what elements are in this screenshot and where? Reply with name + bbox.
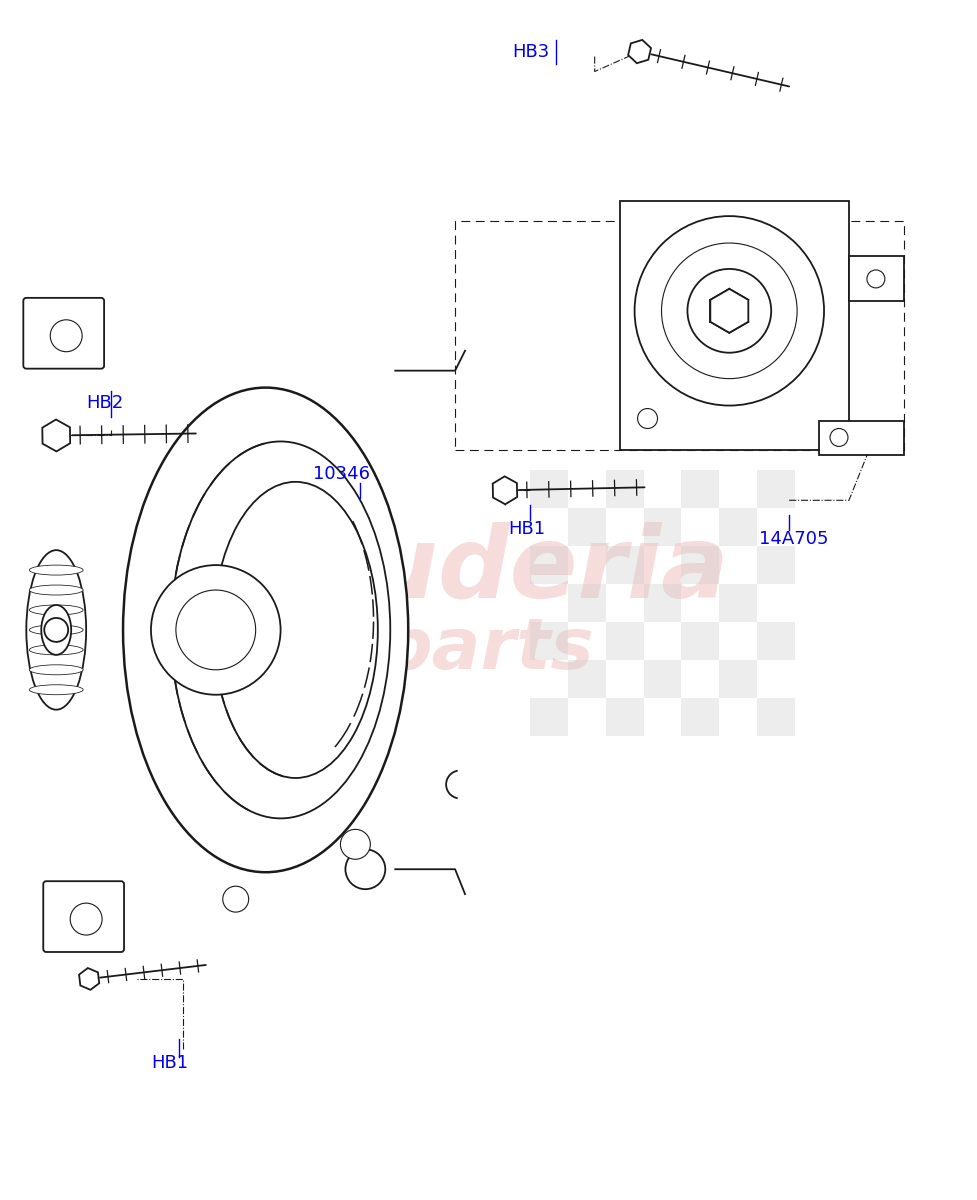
Circle shape xyxy=(830,428,848,446)
Bar xyxy=(644,584,681,622)
Bar xyxy=(568,509,606,546)
Bar xyxy=(606,697,644,736)
Ellipse shape xyxy=(29,605,83,614)
Bar xyxy=(719,509,757,546)
Circle shape xyxy=(495,480,515,500)
FancyBboxPatch shape xyxy=(43,881,124,952)
Circle shape xyxy=(81,971,97,986)
Bar xyxy=(819,420,904,456)
Ellipse shape xyxy=(29,644,83,655)
Ellipse shape xyxy=(29,665,83,674)
Ellipse shape xyxy=(171,442,390,818)
Ellipse shape xyxy=(41,605,71,655)
Bar xyxy=(757,697,795,736)
Ellipse shape xyxy=(29,625,83,635)
Circle shape xyxy=(45,425,67,446)
Text: scuderia: scuderia xyxy=(248,522,728,618)
Bar xyxy=(849,256,904,301)
Circle shape xyxy=(70,904,103,935)
Bar xyxy=(530,697,568,736)
Polygon shape xyxy=(42,420,70,451)
Bar xyxy=(719,584,757,622)
Circle shape xyxy=(631,43,648,60)
Circle shape xyxy=(50,319,82,352)
FancyBboxPatch shape xyxy=(619,202,849,450)
Polygon shape xyxy=(628,40,651,64)
Bar xyxy=(757,546,795,584)
Circle shape xyxy=(223,886,249,912)
Text: HB1: HB1 xyxy=(508,521,545,539)
Text: HB3: HB3 xyxy=(513,42,550,60)
Circle shape xyxy=(346,850,385,889)
FancyBboxPatch shape xyxy=(23,298,105,368)
Text: 10346: 10346 xyxy=(313,466,369,484)
Bar xyxy=(719,660,757,697)
Bar xyxy=(681,546,719,584)
Ellipse shape xyxy=(213,482,378,778)
Text: 14A705: 14A705 xyxy=(759,530,828,548)
Polygon shape xyxy=(79,968,100,990)
Bar xyxy=(530,622,568,660)
Bar xyxy=(644,660,681,697)
Circle shape xyxy=(176,590,256,670)
Circle shape xyxy=(638,408,658,428)
Ellipse shape xyxy=(26,550,86,709)
Bar xyxy=(568,660,606,697)
Polygon shape xyxy=(492,476,517,504)
Circle shape xyxy=(635,216,824,406)
Circle shape xyxy=(867,270,885,288)
Circle shape xyxy=(340,829,370,859)
Bar xyxy=(757,622,795,660)
Bar xyxy=(530,546,568,584)
Polygon shape xyxy=(710,289,748,332)
Text: parts: parts xyxy=(381,616,595,684)
Bar xyxy=(644,509,681,546)
Bar xyxy=(681,470,719,509)
Circle shape xyxy=(151,565,280,695)
Ellipse shape xyxy=(29,685,83,695)
Text: HB1: HB1 xyxy=(151,1054,189,1072)
Circle shape xyxy=(661,244,797,379)
Ellipse shape xyxy=(123,388,408,872)
Bar xyxy=(606,470,644,509)
Bar xyxy=(606,546,644,584)
Bar xyxy=(606,622,644,660)
Text: HB2: HB2 xyxy=(86,394,123,412)
Circle shape xyxy=(44,618,68,642)
Ellipse shape xyxy=(29,586,83,595)
Bar xyxy=(757,470,795,509)
Bar xyxy=(681,622,719,660)
Circle shape xyxy=(688,269,771,353)
Bar xyxy=(568,584,606,622)
Bar xyxy=(530,470,568,509)
Bar xyxy=(681,697,719,736)
Ellipse shape xyxy=(29,565,83,575)
